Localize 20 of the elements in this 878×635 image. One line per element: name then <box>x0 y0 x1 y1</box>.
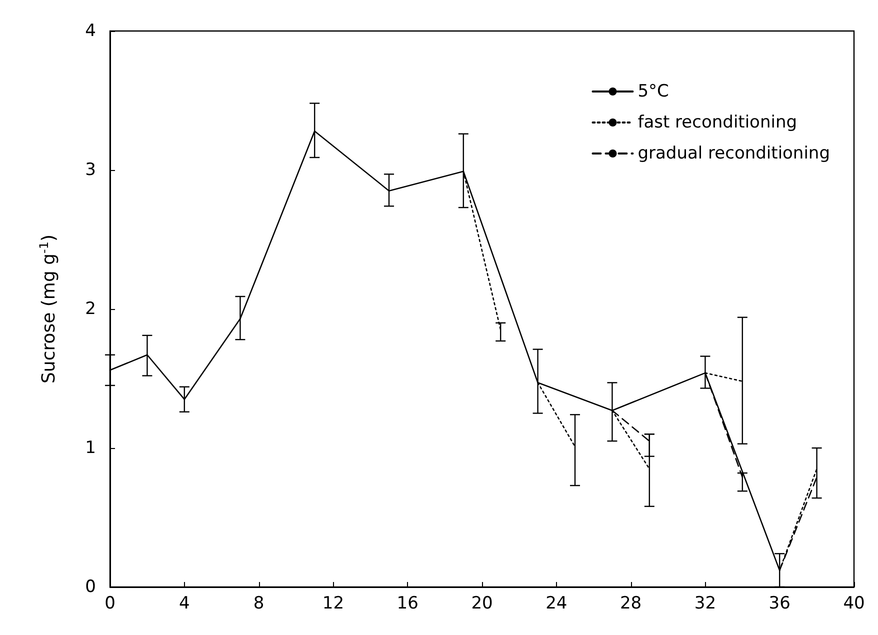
y-tick-label: 0 <box>85 577 96 597</box>
x-tick-label: 0 <box>104 594 116 614</box>
y-tick-label: 4 <box>85 21 96 41</box>
x-tick-label: 8 <box>253 594 264 614</box>
y-axis-title: Sucrose (mg g-1) <box>37 234 60 384</box>
x-tick-label: 32 <box>694 594 716 614</box>
legend-label: gradual reconditioning <box>638 144 830 164</box>
x-tick-label: 16 <box>396 594 418 614</box>
legend-label: fast reconditioning <box>638 112 798 132</box>
x-tick-label: 36 <box>768 594 790 614</box>
x-tick-label: 40 <box>843 594 865 614</box>
y-tick-label: 1 <box>85 438 96 458</box>
x-tick-label: 24 <box>546 594 568 614</box>
y-tick-label: 3 <box>85 160 96 180</box>
x-tick-label: 12 <box>322 594 344 614</box>
legend-label: 5°C <box>638 82 669 102</box>
x-tick-label: 28 <box>620 594 642 614</box>
x-tick-label: 4 <box>178 594 190 614</box>
x-tick-label: 20 <box>471 594 493 614</box>
y-tick-label: 2 <box>85 299 96 319</box>
